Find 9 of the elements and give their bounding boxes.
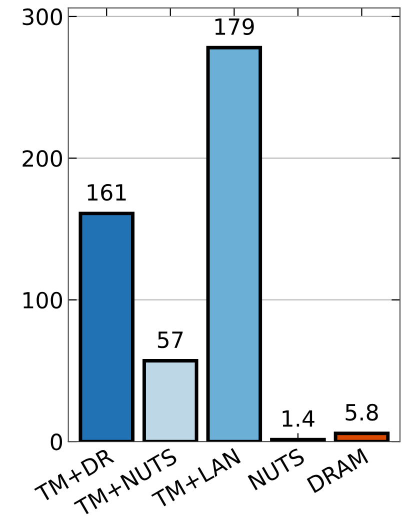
y-tick-label: 200 (22, 150, 62, 167)
y-tick-label: 100 (24, 292, 62, 309)
y-tick-label: 0 (50, 434, 62, 450)
annotation: 179 (215, 18, 254, 36)
data-label: 5.8 (346, 404, 378, 421)
y-tick-label: 300 (22, 8, 62, 26)
data-label: 57 (158, 332, 183, 348)
data-label: 1.4 (282, 410, 314, 427)
data-label: 161 (88, 184, 126, 201)
